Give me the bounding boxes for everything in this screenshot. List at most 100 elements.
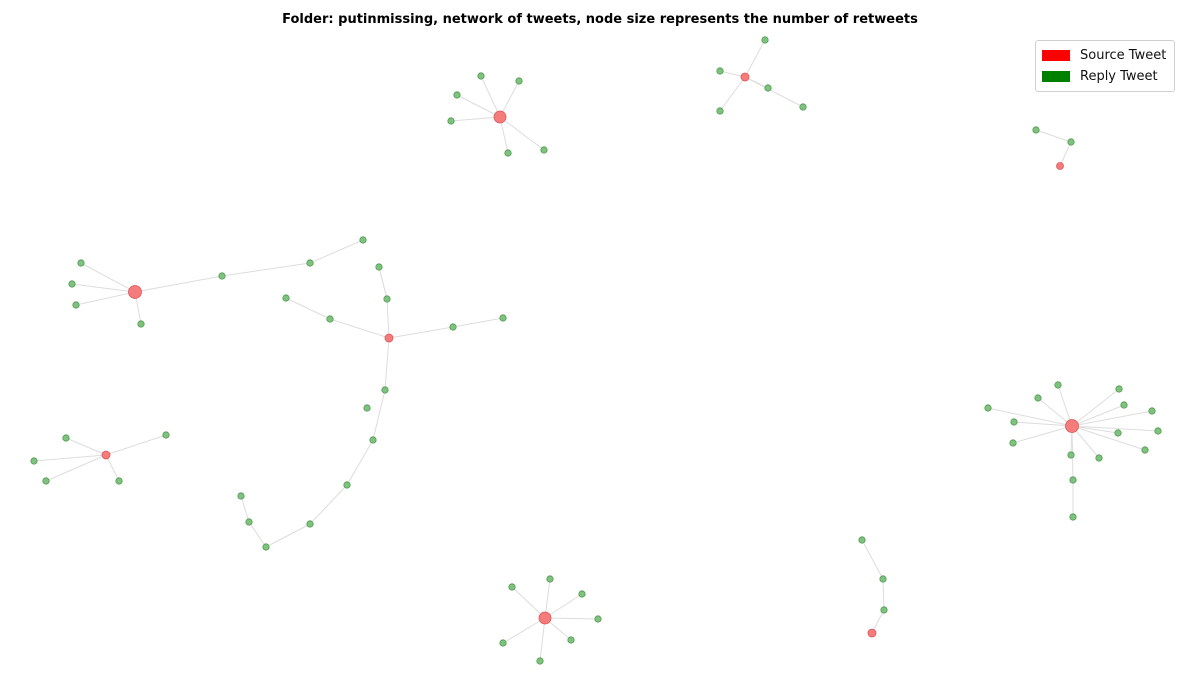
edge — [882, 578, 885, 611]
reply-tweet-node — [72, 301, 80, 309]
reply-tweet-node — [447, 117, 455, 125]
edge — [65, 437, 107, 456]
reply-tweet-node — [375, 263, 383, 271]
reply-tweet-node — [540, 146, 548, 154]
legend-label-source: Source Tweet — [1080, 48, 1167, 63]
reply-nodes — [30, 36, 1162, 665]
legend-item-reply: Reply Tweet — [1042, 66, 1168, 87]
edge — [1012, 425, 1073, 444]
reply-tweet-node — [1148, 407, 1156, 415]
reply-tweet-node — [1154, 427, 1162, 435]
reply-tweet-node — [1069, 513, 1077, 521]
edge — [450, 116, 501, 122]
edge — [265, 523, 311, 548]
reply-tweet-node — [30, 457, 38, 465]
reply-tweet-node — [369, 436, 377, 444]
reply-tweet-node — [245, 518, 253, 526]
edge — [744, 39, 766, 78]
reply-tweet-node — [381, 386, 389, 394]
edge — [544, 593, 583, 619]
edge — [544, 578, 551, 619]
edge — [372, 389, 386, 441]
reply-tweet-node — [115, 477, 123, 485]
reply-tweet-node — [1069, 476, 1077, 484]
chart-title: Folder: putinmissing, network of tweets,… — [282, 12, 918, 27]
reply-tweet-node — [716, 107, 724, 115]
edge — [1013, 421, 1073, 427]
edge — [105, 454, 120, 482]
edge — [1071, 425, 1100, 459]
reply-tweet-node — [42, 477, 50, 485]
edge — [346, 439, 374, 486]
edges — [33, 39, 1159, 662]
reply-tweet-node — [1067, 138, 1075, 146]
reply-tweet-node — [858, 536, 866, 544]
edge — [378, 266, 388, 300]
source-tweet-node — [538, 611, 552, 625]
edge — [1071, 404, 1125, 427]
edge — [386, 298, 390, 339]
reply-tweet-node — [536, 657, 544, 665]
reply-tweet-node — [761, 36, 769, 44]
reply-tweet-node — [282, 294, 290, 302]
reply-tweet-node — [578, 590, 586, 598]
reply-tweet-node — [1095, 454, 1103, 462]
legend-item-source: Source Tweet — [1042, 45, 1168, 66]
edge — [309, 239, 364, 264]
reply-tweet-node — [1032, 126, 1040, 134]
reply-tweet-node — [499, 639, 507, 647]
edge — [1037, 397, 1073, 427]
reply-tweet-node — [1010, 418, 1018, 426]
reply-tweet-node — [799, 103, 807, 111]
edge — [719, 76, 746, 112]
edge — [499, 116, 545, 151]
reply-tweet-node — [237, 492, 245, 500]
source-tweet-node — [740, 72, 750, 82]
edge — [861, 539, 884, 580]
edge — [539, 617, 546, 662]
reply-tweet-node — [1114, 429, 1122, 437]
edge — [221, 262, 311, 277]
reply-tweet-node — [68, 280, 76, 288]
source-tweet-node — [1056, 162, 1064, 170]
reply-tweet-node — [137, 320, 145, 328]
reply-tweet-node — [326, 315, 334, 323]
source-tweet-node — [384, 333, 394, 343]
source-tweet-node — [867, 628, 877, 638]
edge — [33, 454, 107, 462]
edge — [502, 617, 546, 644]
edge — [309, 484, 348, 525]
reply-tweet-node — [504, 149, 512, 157]
reply-tweet-node — [594, 615, 602, 623]
legend: Source Tweet Reply Tweet — [1035, 40, 1175, 92]
edge — [1071, 425, 1146, 451]
reply-tweet-node — [716, 67, 724, 75]
reply-tweet-node — [1141, 446, 1149, 454]
reply-tweet-node — [363, 404, 371, 412]
source-tweet-node — [1065, 419, 1079, 433]
reply-tweet-node — [453, 91, 461, 99]
source-nodes — [101, 72, 1079, 638]
edge — [285, 297, 331, 320]
reply-tweet-node — [477, 72, 485, 80]
legend-swatch-source — [1042, 50, 1070, 61]
reply-tweet-node — [1120, 401, 1128, 409]
edge — [240, 495, 250, 523]
reply-tweet-node — [306, 259, 314, 267]
reply-tweet-node — [383, 295, 391, 303]
edge — [71, 283, 136, 293]
edge — [544, 617, 599, 620]
reply-tweet-node — [218, 272, 226, 280]
reply-tweet-node — [262, 543, 270, 551]
reply-tweet-node — [306, 520, 314, 528]
reply-tweet-node — [1067, 451, 1075, 459]
edge — [329, 318, 390, 339]
reply-tweet-node — [1054, 381, 1062, 389]
edge — [1059, 141, 1072, 167]
reply-tweet-node — [879, 575, 887, 583]
reply-tweet-node — [880, 606, 888, 614]
edge — [480, 75, 501, 118]
edge — [1071, 425, 1159, 432]
edge — [499, 80, 520, 118]
